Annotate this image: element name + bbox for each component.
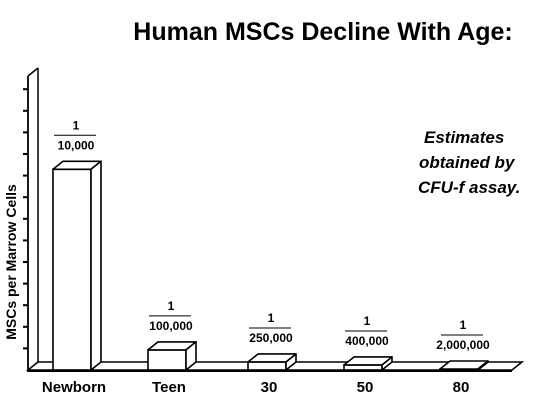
x-tick-labels: Newborn Teen 30 50 80	[42, 379, 469, 396]
x-tick-label: 50	[357, 379, 374, 396]
bar-80	[439, 360, 489, 371]
x-tick-label: 80	[453, 379, 470, 396]
data-label-denominator: 250,000	[249, 331, 293, 345]
data-label-denominator: 10,000	[58, 138, 95, 152]
data-label-denominator: 2,000,000	[436, 338, 490, 352]
bar-side-face	[381, 356, 393, 371]
data-label-denominator: 100,000	[149, 319, 193, 333]
bar-side-face	[285, 353, 297, 371]
bar-front-face	[52, 168, 92, 371]
data-label-numerator: 1	[364, 314, 371, 328]
bar-Newborn	[52, 160, 102, 371]
annotation-line-3: CFU-f assay.	[418, 178, 520, 197]
x-tick-label: Teen	[152, 379, 186, 396]
data-label-numerator: 1	[268, 311, 275, 325]
annotation-line-2: obtained by	[419, 153, 516, 172]
bar-front-face	[247, 361, 287, 371]
annotation-note: Estimates obtained by CFU-f assay.	[418, 128, 520, 197]
x-tick-label: Newborn	[42, 379, 106, 396]
data-label-numerator: 1	[168, 299, 175, 313]
chart-data-labels: 1 10,000 1 100,000 1 250,000 1 400,000 1 2,000,00…	[54, 118, 490, 352]
bar-30	[247, 353, 297, 371]
x-tick-label: 30	[261, 379, 278, 396]
data-label-numerator: 1	[73, 118, 80, 132]
y-axis-label: MSCs per Marrow Cells	[3, 184, 19, 340]
bar-50	[343, 356, 393, 371]
bar-side-face	[185, 341, 197, 371]
annotation-line-1: Estimates	[424, 128, 504, 147]
chart-title: Human MSCs Decline With Age:	[133, 18, 512, 46]
bar-side-face	[90, 160, 102, 371]
bar-Teen	[147, 341, 197, 371]
bar-front-face	[147, 349, 187, 371]
bar-side-face	[477, 360, 489, 371]
data-label-numerator: 1	[460, 318, 467, 332]
chart-bars	[52, 160, 489, 371]
data-label-denominator: 400,000	[345, 334, 389, 348]
y-axis-cap	[27, 67, 39, 77]
